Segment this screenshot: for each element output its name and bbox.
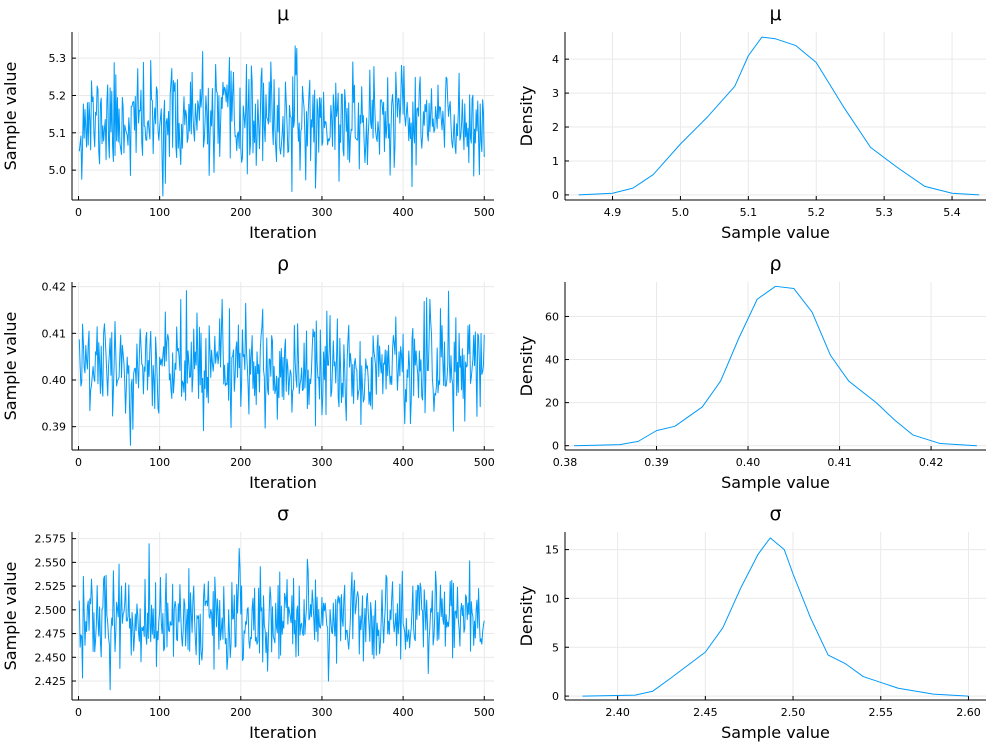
y-tick-label: 40 [545, 354, 559, 367]
y-tick-label: 60 [545, 310, 559, 323]
x-tick-label: 200 [230, 206, 251, 219]
y-tick-label: 5.3 [49, 52, 67, 65]
y-tick-label: 2.550 [35, 556, 67, 569]
x-tick-label: 0.41 [827, 456, 852, 469]
panel-density-sigma: 2.40 2.45 2.50 2.55 2.60 0 5 10 15 σ Sample value D… [517, 503, 986, 742]
y-tick-label: 2.575 [35, 533, 67, 546]
panel-density-rho: 0.38 0.39 0.40 0.41 0.42 0 20 40 60 ρ Sample value… [517, 253, 986, 492]
panel-trace-sigma: 0 100 200 300 400 500 2.425 2.450 2.475 2.500 2.52… [1, 503, 495, 742]
x-axis-label: Iteration [249, 223, 317, 242]
y-tick-label: 0 [552, 690, 559, 703]
y-tick-label: 0.41 [42, 327, 67, 340]
x-tick-label: 2.60 [956, 706, 981, 719]
y-tick-label: 0.39 [42, 421, 67, 434]
x-tick-label: 300 [311, 456, 332, 469]
trace-line [78, 45, 485, 197]
x-tick-label: 2.40 [605, 706, 630, 719]
y-tick-label: 5.0 [49, 164, 67, 177]
y-axis-label: Sample value [1, 312, 20, 421]
y-tick-label: 0.42 [42, 281, 67, 294]
x-tick-label: 5.4 [943, 206, 961, 219]
y-tick-label: 5.1 [49, 127, 67, 140]
y-axis-label: Sample value [1, 562, 20, 671]
y-axis-label: Density [517, 86, 536, 147]
y-tick-label: 2 [552, 121, 559, 134]
y-tick-label: 0 [552, 189, 559, 202]
x-tick-label: 2.50 [781, 706, 806, 719]
y-tick-label: 10 [545, 592, 559, 605]
x-tick-label: 400 [393, 706, 414, 719]
y-tick-label: 1 [552, 155, 559, 168]
panel-trace-rho: 0 100 200 300 400 500 0.39 0.40 0.41 0.42 ρ Iterati… [1, 253, 495, 492]
y-tick-label: 3 [552, 87, 559, 100]
trace-line [78, 543, 485, 691]
x-tick-label: 200 [230, 706, 251, 719]
chart-title: μ [769, 3, 781, 25]
trace-line [78, 290, 485, 446]
x-tick-label: 0 [75, 456, 82, 469]
chart-title: ρ [769, 253, 781, 275]
x-tick-label: 0.42 [919, 456, 944, 469]
panel-density-mu: 4.9 5.0 5.1 5.2 5.3 5.4 0 1 2 3 4 μ Sample value Dens… [517, 3, 986, 242]
y-tick-label: 2.500 [35, 604, 67, 617]
y-tick-label: 20 [545, 397, 559, 410]
x-tick-label: 0 [75, 706, 82, 719]
y-tick-label: 2.475 [35, 628, 67, 641]
y-tick-label: 0 [552, 440, 559, 453]
x-axis-label: Iteration [249, 723, 317, 742]
chart-title: σ [769, 503, 781, 525]
chart-title: ρ [277, 253, 289, 275]
x-tick-label: 5.0 [672, 206, 690, 219]
density-curve [578, 36, 980, 196]
panel-trace-mu: 0 100 200 300 400 500 5.0 5.1 5.2 5.3 μ Iteration Sa… [1, 3, 495, 242]
x-tick-label: 100 [149, 456, 170, 469]
chart-title: μ [277, 3, 289, 25]
x-tick-label: 100 [149, 206, 170, 219]
x-tick-label: 0.39 [644, 456, 669, 469]
x-tick-label: 500 [474, 706, 495, 719]
y-axis-label: Sample value [1, 62, 20, 171]
x-tick-label: 300 [311, 706, 332, 719]
y-tick-label: 2.525 [35, 580, 67, 593]
x-tick-label: 0 [75, 206, 82, 219]
x-tick-label: 0.38 [553, 456, 578, 469]
x-tick-label: 200 [230, 456, 251, 469]
y-tick-label: 0.40 [42, 374, 67, 387]
y-tick-label: 2.425 [35, 675, 67, 688]
x-axis-label: Sample value [721, 473, 830, 492]
y-tick-label: 2.450 [35, 651, 67, 664]
density-curve [582, 537, 969, 697]
y-tick-label: 15 [545, 544, 559, 557]
x-tick-label: 300 [311, 206, 332, 219]
x-axis-label: Sample value [721, 723, 830, 742]
x-tick-label: 400 [393, 206, 414, 219]
x-tick-label: 100 [149, 706, 170, 719]
x-tick-label: 500 [474, 206, 495, 219]
x-tick-label: 2.55 [869, 706, 894, 719]
x-tick-label: 5.3 [875, 206, 893, 219]
x-tick-label: 2.45 [693, 706, 718, 719]
x-tick-label: 400 [393, 456, 414, 469]
x-tick-label: 500 [474, 456, 495, 469]
chart-title: σ [277, 503, 289, 525]
y-tick-label: 4 [552, 53, 559, 66]
y-axis-label: Density [517, 586, 536, 647]
y-axis-label: Density [517, 336, 536, 397]
y-tick-label: 5.2 [49, 89, 67, 102]
x-tick-label: 0.40 [736, 456, 761, 469]
y-tick-label: 5 [552, 641, 559, 654]
x-axis-label: Iteration [249, 473, 317, 492]
x-tick-label: 5.1 [740, 206, 758, 219]
x-tick-label: 5.2 [807, 206, 825, 219]
x-axis-label: Sample value [721, 223, 830, 242]
density-curve [574, 285, 977, 447]
x-tick-label: 4.9 [604, 206, 622, 219]
